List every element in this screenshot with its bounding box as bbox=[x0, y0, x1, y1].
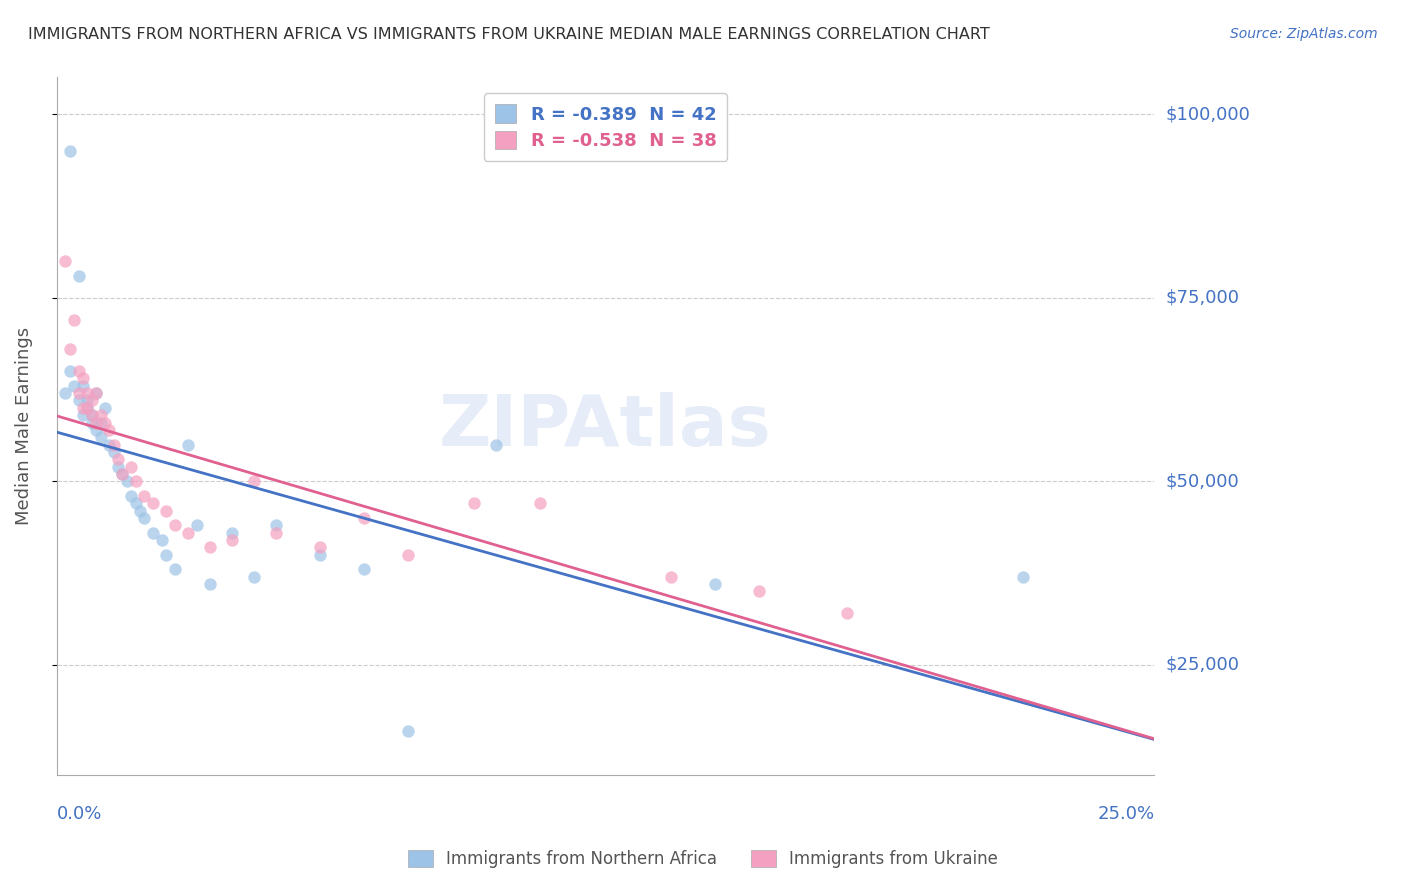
Point bbox=[529, 496, 551, 510]
Point bbox=[84, 416, 107, 430]
Point bbox=[67, 386, 90, 401]
Point bbox=[84, 386, 107, 401]
Point bbox=[72, 379, 94, 393]
Point bbox=[463, 496, 485, 510]
Point bbox=[76, 401, 98, 415]
Text: Source: ZipAtlas.com: Source: ZipAtlas.com bbox=[1230, 27, 1378, 41]
Text: IMMIGRANTS FROM NORTHERN AFRICA VS IMMIGRANTS FROM UKRAINE MEDIAN MALE EARNINGS : IMMIGRANTS FROM NORTHERN AFRICA VS IMMIG… bbox=[28, 27, 990, 42]
Point bbox=[309, 548, 332, 562]
Point bbox=[76, 386, 98, 401]
Point bbox=[142, 525, 165, 540]
Point bbox=[72, 408, 94, 422]
Point bbox=[59, 364, 82, 378]
Point bbox=[67, 393, 90, 408]
Point bbox=[89, 430, 111, 444]
Y-axis label: Median Male Earnings: Median Male Earnings bbox=[15, 327, 32, 525]
Point bbox=[55, 254, 77, 268]
Legend: Immigrants from Northern Africa, Immigrants from Ukraine: Immigrants from Northern Africa, Immigra… bbox=[401, 843, 1005, 875]
Point bbox=[200, 541, 222, 555]
Point bbox=[134, 511, 156, 525]
Point bbox=[89, 416, 111, 430]
Point bbox=[150, 533, 173, 547]
Point bbox=[103, 437, 125, 451]
Point bbox=[89, 408, 111, 422]
Point bbox=[111, 467, 134, 481]
Point bbox=[155, 503, 177, 517]
Point bbox=[396, 723, 419, 738]
Text: $75,000: $75,000 bbox=[1166, 289, 1240, 307]
Point bbox=[72, 371, 94, 385]
Point bbox=[129, 503, 152, 517]
Point bbox=[221, 533, 243, 547]
Point bbox=[55, 386, 77, 401]
Legend: R = -0.389  N = 42, R = -0.538  N = 38: R = -0.389 N = 42, R = -0.538 N = 38 bbox=[484, 94, 727, 161]
Point bbox=[748, 584, 770, 599]
Point bbox=[264, 525, 287, 540]
Text: $25,000: $25,000 bbox=[1166, 656, 1240, 673]
Point bbox=[111, 467, 134, 481]
Point bbox=[67, 364, 90, 378]
Point bbox=[98, 423, 121, 437]
Text: ZIPAtlas: ZIPAtlas bbox=[439, 392, 772, 460]
Point bbox=[80, 408, 103, 422]
Point bbox=[80, 408, 103, 422]
Point bbox=[94, 401, 117, 415]
Point bbox=[835, 607, 858, 621]
Text: $50,000: $50,000 bbox=[1166, 472, 1239, 491]
Point bbox=[155, 548, 177, 562]
Point bbox=[120, 459, 142, 474]
Point bbox=[84, 386, 107, 401]
Point bbox=[80, 416, 103, 430]
Point bbox=[124, 496, 146, 510]
Point bbox=[134, 489, 156, 503]
Point bbox=[353, 562, 375, 576]
Point bbox=[661, 570, 683, 584]
Point bbox=[120, 489, 142, 503]
Point bbox=[485, 437, 508, 451]
Point bbox=[59, 342, 82, 356]
Text: 0.0%: 0.0% bbox=[56, 805, 103, 823]
Text: 25.0%: 25.0% bbox=[1097, 805, 1154, 823]
Point bbox=[59, 144, 82, 158]
Point bbox=[142, 496, 165, 510]
Point bbox=[67, 268, 90, 283]
Point bbox=[94, 416, 117, 430]
Point bbox=[243, 475, 266, 489]
Point bbox=[76, 393, 98, 408]
Point bbox=[107, 459, 129, 474]
Point bbox=[1011, 570, 1033, 584]
Point bbox=[309, 541, 332, 555]
Point bbox=[353, 511, 375, 525]
Point bbox=[124, 475, 146, 489]
Point bbox=[84, 423, 107, 437]
Point bbox=[72, 401, 94, 415]
Point bbox=[264, 518, 287, 533]
Point bbox=[243, 570, 266, 584]
Point bbox=[115, 475, 138, 489]
Point bbox=[165, 518, 187, 533]
Point bbox=[186, 518, 208, 533]
Point bbox=[63, 379, 86, 393]
Point bbox=[98, 437, 121, 451]
Point bbox=[76, 401, 98, 415]
Point bbox=[165, 562, 187, 576]
Point bbox=[103, 445, 125, 459]
Point bbox=[221, 525, 243, 540]
Point bbox=[177, 437, 200, 451]
Point bbox=[63, 312, 86, 326]
Point bbox=[80, 393, 103, 408]
Point bbox=[107, 452, 129, 467]
Point bbox=[200, 577, 222, 591]
Point bbox=[704, 577, 727, 591]
Text: $100,000: $100,000 bbox=[1166, 105, 1250, 123]
Point bbox=[177, 525, 200, 540]
Point bbox=[396, 548, 419, 562]
